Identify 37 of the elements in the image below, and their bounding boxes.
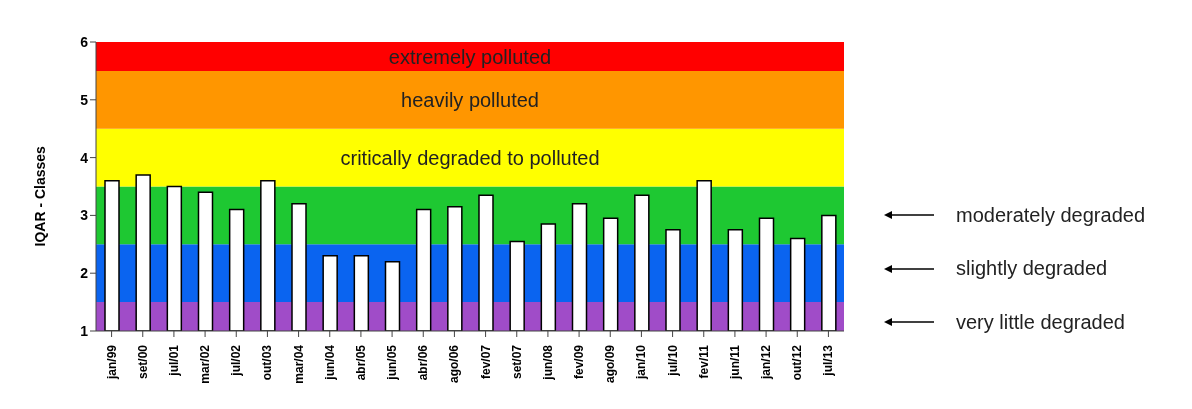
x-tick-label: abr/06 <box>416 344 431 381</box>
y-tick-label: 3 <box>80 207 89 224</box>
x-tick-label: set/00 <box>135 344 150 380</box>
x-tick-label: jul/02 <box>229 344 244 377</box>
x-tick-label: jul/10 <box>665 344 680 377</box>
x-tick-label: fev/11 <box>696 344 711 379</box>
x-tick-label: set/07 <box>509 344 524 380</box>
band-label: critically degraded to polluted <box>340 146 600 169</box>
band-label: heavily polluted <box>401 88 539 111</box>
y-tick-label: 6 <box>80 33 89 50</box>
x-tick-label: jan/10 <box>634 344 649 381</box>
y-tick-label: 4 <box>80 149 89 166</box>
x-tick-label: jun/04 <box>322 344 337 381</box>
x-tick-label: out/12 <box>790 344 805 381</box>
y-axis-title: IQAR - Classes <box>31 145 48 247</box>
x-tick-label: fev/09 <box>572 344 587 380</box>
x-tick-label: fev/07 <box>478 344 493 380</box>
band-label: extremely polluted <box>388 45 552 68</box>
x-tick-label: jul/01 <box>166 344 181 377</box>
x-tick-label: jan/99 <box>104 344 119 381</box>
x-tick-label: jun/08 <box>540 344 555 381</box>
x-tick-label: mar/02 <box>198 344 213 384</box>
x-tick-label: jul/13 <box>821 344 836 377</box>
y-tick-label: 1 <box>80 322 89 339</box>
x-tick-label: abr/05 <box>353 344 368 381</box>
text: moderately degraded <box>956 203 1146 227</box>
x-tick-label: jun/05 <box>385 344 400 381</box>
y-tick-label: 5 <box>80 91 89 108</box>
x-tick-label: ago/09 <box>603 344 618 384</box>
text: slightly degraded <box>956 257 1108 281</box>
y-tick-label: 2 <box>80 265 89 282</box>
text: very little degraded <box>956 310 1125 334</box>
x-tick-label: mar/04 <box>291 344 306 384</box>
x-tick-label: ago/06 <box>447 344 462 384</box>
x-tick-label: jun/11 <box>727 344 742 381</box>
x-tick-label: out/03 <box>260 344 275 381</box>
x-tick-label: jan/12 <box>759 344 774 381</box>
